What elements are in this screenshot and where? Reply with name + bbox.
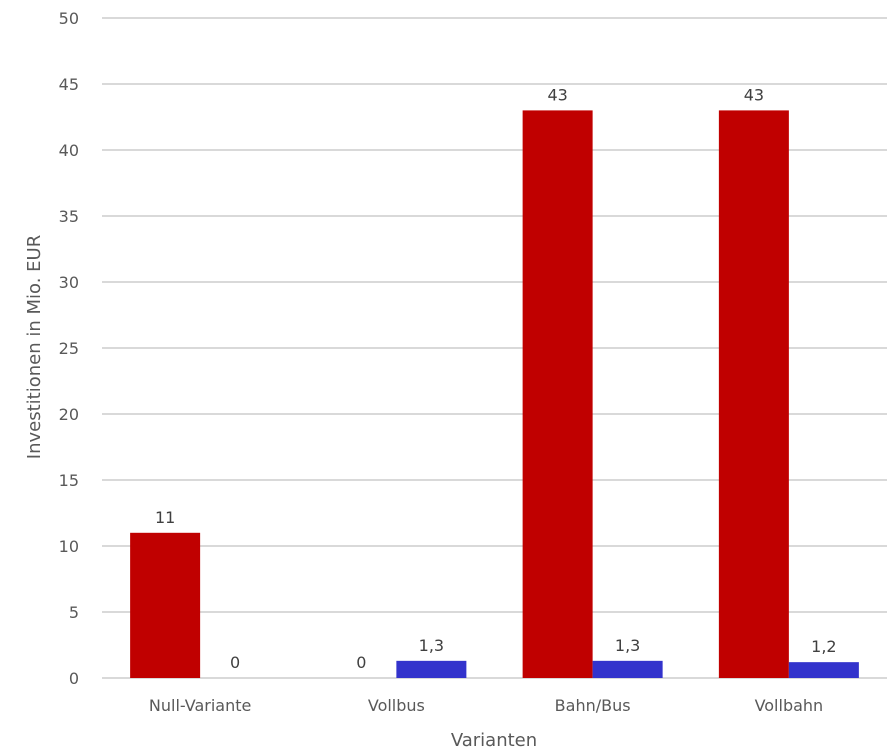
x-axis-title: Varianten (451, 730, 537, 751)
x-axis-ticks: Null-Variante Vollbus Bahn/Bus Vollbahn (149, 696, 823, 715)
data-label: 1,3 (419, 636, 444, 655)
y-tick-label: 5 (69, 603, 79, 622)
x-tick-label: Vollbahn (755, 696, 824, 715)
y-axis-ticks: 0 5 10 15 20 25 30 35 40 45 50 (59, 9, 79, 688)
y-tick-label: 35 (59, 207, 79, 226)
x-tick-label: Bahn/Bus (555, 696, 631, 715)
data-label: 1,3 (615, 636, 640, 655)
y-tick-label: 25 (59, 339, 79, 358)
x-tick-label: Vollbus (368, 696, 425, 715)
bar (522, 110, 593, 678)
bar (718, 110, 789, 678)
bar (396, 660, 467, 678)
data-label: 0 (230, 653, 240, 672)
data-label: 1,2 (811, 637, 836, 656)
bar (788, 662, 859, 678)
bars (130, 110, 859, 678)
y-tick-label: 30 (59, 273, 79, 292)
data-label: 43 (547, 85, 567, 104)
bar (592, 660, 663, 678)
data-label: 0 (356, 653, 366, 672)
data-label: 11 (155, 508, 175, 527)
y-tick-label: 10 (59, 537, 79, 556)
data-labels: 11 0 0 1,3 43 1,3 43 1,2 (155, 85, 837, 672)
y-tick-label: 0 (69, 669, 79, 688)
y-tick-label: 15 (59, 471, 79, 490)
y-tick-label: 40 (59, 141, 79, 160)
data-label: 43 (744, 85, 764, 104)
gridlines (102, 17, 887, 679)
x-tick-label: Null-Variante (149, 696, 251, 715)
y-tick-label: 20 (59, 405, 79, 424)
y-axis-title: Investitionen in Mio. EUR (24, 235, 45, 459)
y-tick-label: 45 (59, 75, 79, 94)
y-tick-label: 50 (59, 9, 79, 28)
bar (130, 532, 201, 678)
